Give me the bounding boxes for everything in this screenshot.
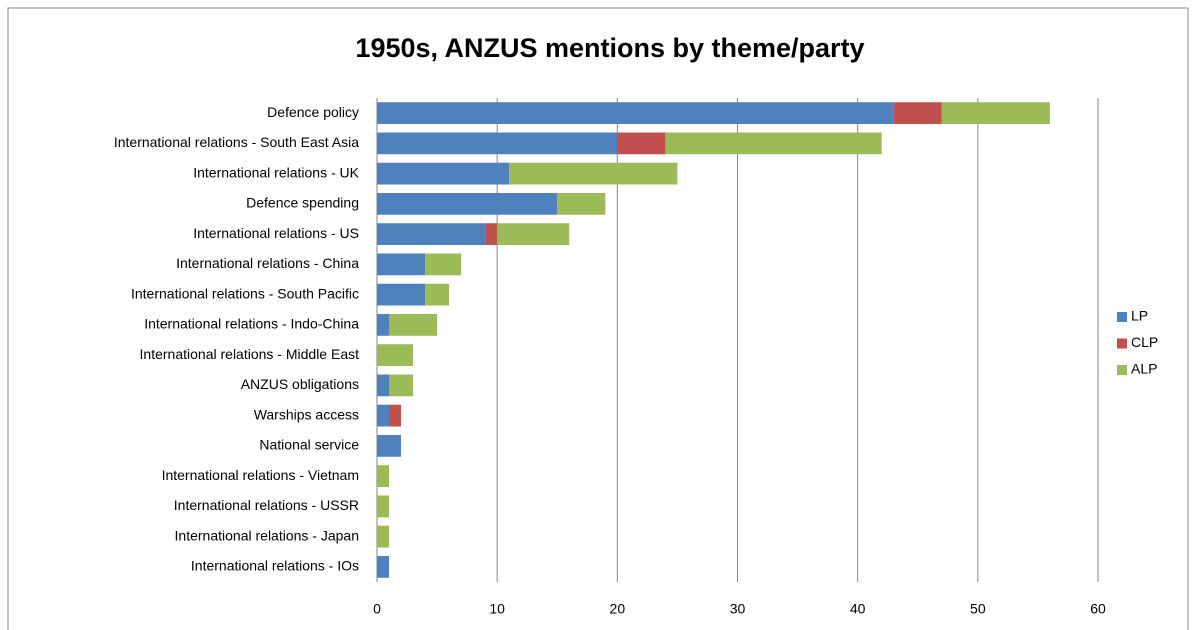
y-tick-label: National service [259, 437, 359, 453]
chart-title: 1950s, ANZUS mentions by theme/party [355, 33, 864, 63]
y-tick-label: International relations - USSR [174, 497, 359, 513]
bar-segment [893, 102, 942, 125]
bar-segment [377, 525, 390, 548]
bar-segment [557, 192, 606, 215]
bar-segment [377, 283, 426, 306]
bar-segment [377, 495, 390, 518]
bar-segment [425, 283, 450, 306]
bar-segment [497, 223, 570, 246]
bar-segment [377, 374, 390, 397]
x-tick-label: 10 [489, 601, 505, 617]
bar-segment [425, 253, 462, 276]
bar-segment [377, 313, 390, 336]
x-tick-label: 40 [850, 601, 866, 617]
bar-segment [389, 374, 414, 397]
x-tick-label: 0 [373, 601, 381, 617]
bar-segment [377, 555, 390, 578]
legend-label: LP [1131, 308, 1148, 324]
y-tick-label: International relations - Indo-China [144, 316, 359, 332]
bar-segment [389, 313, 438, 336]
bar-segment [377, 404, 390, 427]
y-tick-label: International relations - China [176, 255, 359, 271]
bar-segment [617, 132, 666, 155]
y-tick-label: International relations - US [193, 225, 359, 241]
y-tick-label: International relations - Middle East [140, 346, 360, 362]
y-tick-label: International relations - UK [193, 164, 359, 180]
bar-segment [377, 132, 618, 155]
x-tick-label: 20 [610, 601, 626, 617]
legend-swatch [1117, 338, 1127, 349]
bar-segment [377, 434, 402, 457]
bar-segment [389, 404, 402, 427]
bar-segment [377, 192, 558, 215]
y-tick-label: International relations - IOs [191, 558, 359, 574]
bar-segment [377, 465, 390, 488]
y-tick-label: International relations - Japan [175, 527, 359, 543]
y-tick-label: International relations - South Pacific [131, 285, 359, 301]
x-tick-label: 60 [1090, 601, 1106, 617]
y-tick-label: International relations - South East Asi… [114, 134, 359, 150]
bar-segment [377, 344, 414, 367]
legend-label: ALP [1131, 361, 1157, 377]
bar-segment [377, 223, 486, 246]
bar-segment [941, 102, 1050, 125]
x-tick-label: 50 [970, 601, 986, 617]
bar-segment [509, 162, 678, 185]
bar-segment [665, 132, 882, 155]
x-tick-label: 30 [730, 601, 746, 617]
y-tick-label: ANZUS obligations [241, 376, 359, 392]
bar-segment [377, 162, 510, 185]
y-tick-label: Defence policy [267, 104, 359, 120]
y-tick-label: Defence spending [246, 195, 359, 211]
bar-segment [485, 223, 498, 246]
y-tick-label: International relations - Vietnam [162, 467, 359, 483]
legend-label: CLP [1131, 334, 1158, 350]
legend-swatch [1117, 365, 1127, 375]
y-tick-label: Warships access [254, 406, 359, 422]
bar-segment [377, 102, 894, 125]
bar-segment [377, 253, 426, 276]
legend-swatch [1117, 312, 1127, 322]
